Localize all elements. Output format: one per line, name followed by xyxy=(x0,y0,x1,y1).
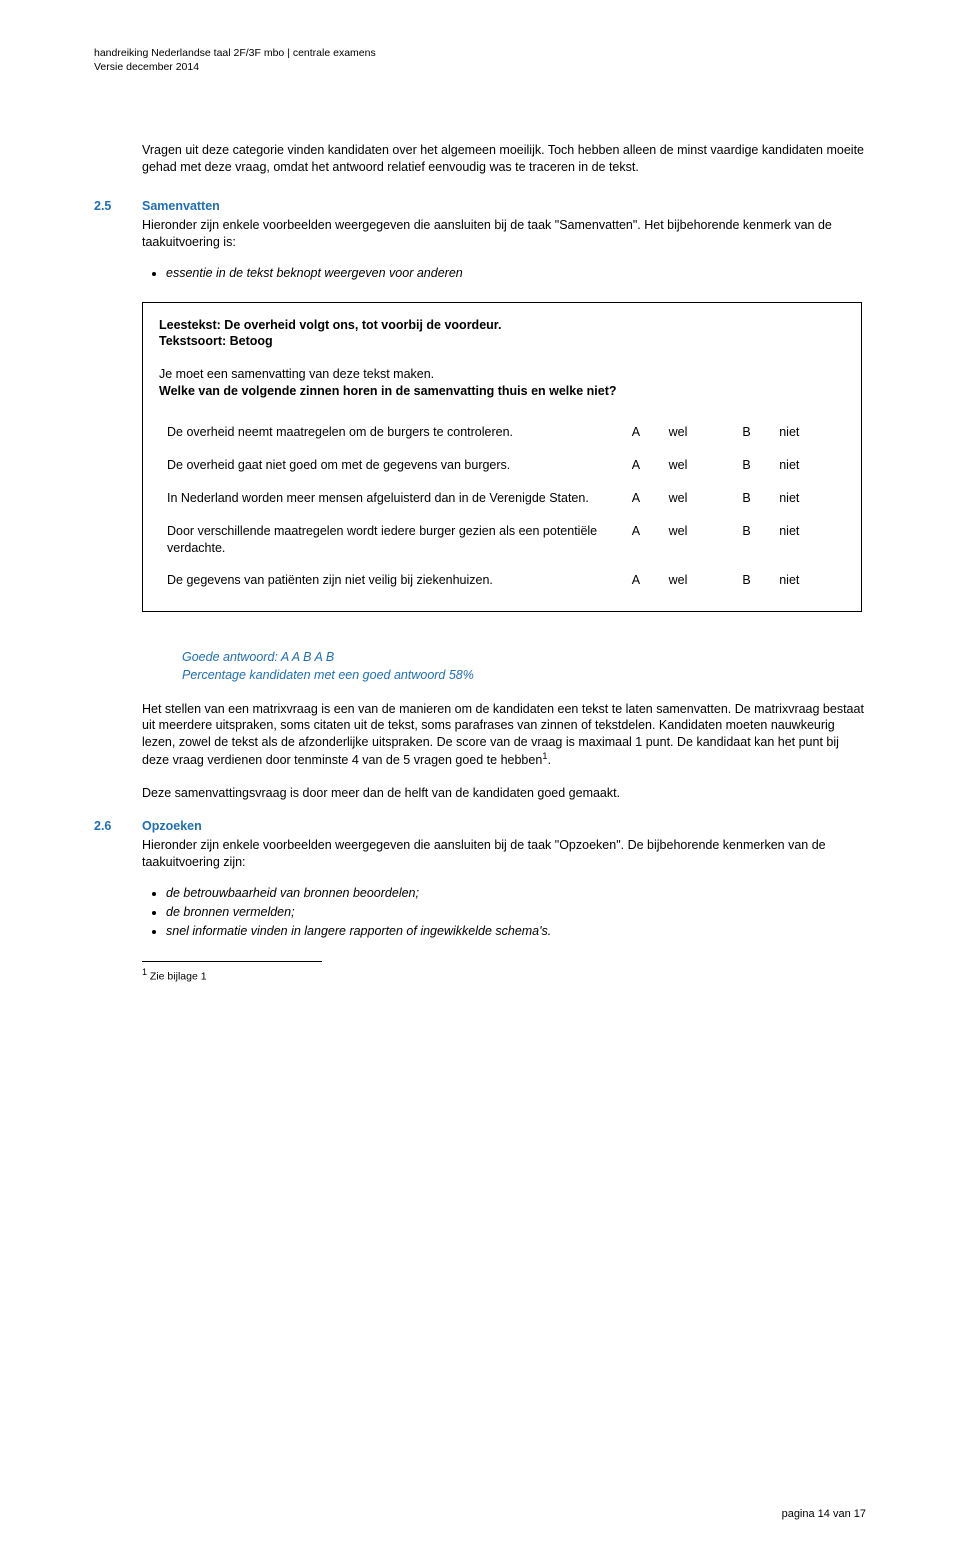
statement-cell: Door verschillende maatregelen wordt ied… xyxy=(159,515,624,565)
section-2-6-intro: Hieronder zijn enkele voorbeelden weerge… xyxy=(142,837,866,871)
option-b-letter: B xyxy=(734,449,771,482)
statement-cell: In Nederland worden meer mensen afgeluis… xyxy=(159,482,624,515)
page-header: handreiking Nederlandse taal 2F/3F mbo |… xyxy=(94,46,866,74)
answer-line-1: Goede antwoord: A A B A B xyxy=(182,648,866,666)
page: handreiking Nederlandse taal 2F/3F mbo |… xyxy=(0,0,960,1564)
option-a-letter: A xyxy=(624,515,661,565)
option-a-letter: A xyxy=(624,482,661,515)
header-line-1: handreiking Nederlandse taal 2F/3F mbo |… xyxy=(94,46,866,60)
option-a-text: wel xyxy=(661,564,735,597)
bullet-item: snel informatie vinden in langere rappor… xyxy=(166,923,866,940)
page-number: pagina 14 van 17 xyxy=(782,1507,866,1522)
option-a-letter: A xyxy=(624,449,661,482)
section-2-5-intro: Hieronder zijn enkele voorbeelden weerge… xyxy=(142,217,866,251)
paragraph-matrix-explanation: Het stellen van een matrixvraag is een v… xyxy=(142,701,866,770)
question-box: Leestekst: De overheid volgt ons, tot vo… xyxy=(142,302,862,613)
table-row: In Nederland worden meer mensen afgeluis… xyxy=(159,482,845,515)
option-b-text: niet xyxy=(771,515,845,565)
option-b-text: niet xyxy=(771,564,845,597)
box-instructions: Je moet een samenvatting van deze tekst … xyxy=(159,366,845,400)
box-header: Leestekst: De overheid volgt ons, tot vo… xyxy=(159,317,845,351)
option-b-letter: B xyxy=(734,564,771,597)
section-title: Samenvatten xyxy=(142,198,220,215)
table-row: Door verschillende maatregelen wordt ied… xyxy=(159,515,845,565)
section-2-6-bullets: de betrouwbaarheid van bronnen beoordele… xyxy=(142,885,866,940)
instruction-line-2: Welke van de volgende zinnen horen in de… xyxy=(159,383,845,400)
table-row: De gegevens van patiënten zijn niet veil… xyxy=(159,564,845,597)
answer-block: Goede antwoord: A A B A B Percentage kan… xyxy=(182,648,866,684)
option-a-text: wel xyxy=(661,449,735,482)
option-b-text: niet xyxy=(771,416,845,449)
para-text: Het stellen van een matrixvraag is een v… xyxy=(142,702,864,768)
table-row: De overheid gaat niet goed om met de geg… xyxy=(159,449,845,482)
footnote: 1 Zie bijlage 1 xyxy=(142,966,866,984)
option-b-text: niet xyxy=(771,482,845,515)
table-row: De overheid neemt maatregelen om de burg… xyxy=(159,416,845,449)
option-a-text: wel xyxy=(661,482,735,515)
section-2-5-bullets: essentie in de tekst beknopt weergeven v… xyxy=(142,265,866,282)
footnote-text: Zie bijlage 1 xyxy=(147,971,207,983)
matrix-table: De overheid neemt maatregelen om de burg… xyxy=(159,416,845,597)
option-b-letter: B xyxy=(734,482,771,515)
option-a-letter: A xyxy=(624,564,661,597)
option-a-letter: A xyxy=(624,416,661,449)
section-number: 2.5 xyxy=(94,198,142,215)
paragraph-conclusion: Deze samenvattingsvraag is door meer dan… xyxy=(142,785,866,802)
bullet-item: essentie in de tekst beknopt weergeven v… xyxy=(166,265,866,282)
intro-paragraph: Vragen uit deze categorie vinden kandida… xyxy=(142,142,866,176)
section-2-6-heading: 2.6 Opzoeken xyxy=(142,818,866,835)
instruction-line-1: Je moet een samenvatting van deze tekst … xyxy=(159,366,845,383)
option-b-text: niet xyxy=(771,449,845,482)
answer-line-2: Percentage kandidaten met een goed antwo… xyxy=(182,666,866,684)
bullet-item: de betrouwbaarheid van bronnen beoordele… xyxy=(166,885,866,902)
statement-cell: De overheid neemt maatregelen om de burg… xyxy=(159,416,624,449)
bullet-item: de bronnen vermelden; xyxy=(166,904,866,921)
header-line-2: Versie december 2014 xyxy=(94,60,866,74)
content: Vragen uit deze categorie vinden kandida… xyxy=(94,142,866,984)
section-2-5-heading: 2.5 Samenvatten xyxy=(142,198,866,215)
para-text-post: . xyxy=(548,753,551,767)
option-b-letter: B xyxy=(734,515,771,565)
option-b-letter: B xyxy=(734,416,771,449)
footnote-rule xyxy=(142,961,322,962)
leestekst-line: Leestekst: De overheid volgt ons, tot vo… xyxy=(159,317,845,334)
section-number: 2.6 xyxy=(94,818,142,835)
statement-cell: De gegevens van patiënten zijn niet veil… xyxy=(159,564,624,597)
tekstsoort-line: Tekstsoort: Betoog xyxy=(159,333,845,350)
option-a-text: wel xyxy=(661,515,735,565)
option-a-text: wel xyxy=(661,416,735,449)
section-title: Opzoeken xyxy=(142,818,202,835)
statement-cell: De overheid gaat niet goed om met de geg… xyxy=(159,449,624,482)
